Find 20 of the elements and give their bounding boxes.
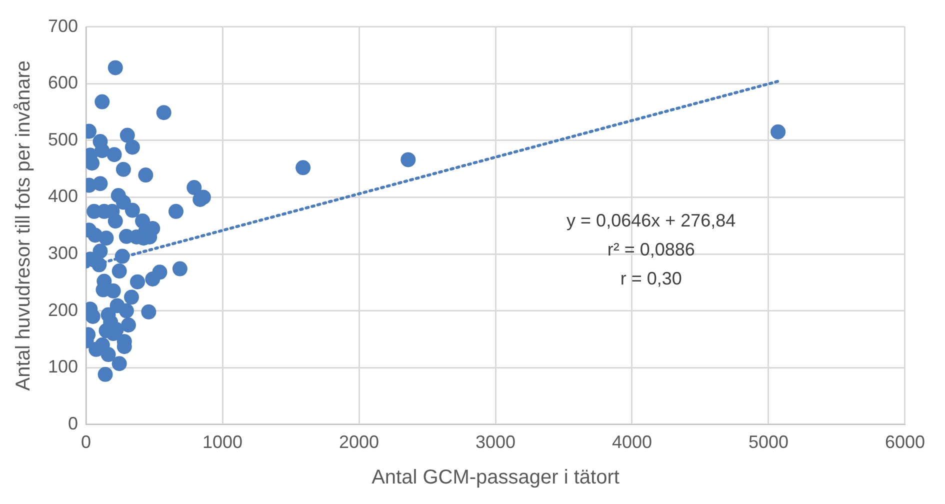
y-tick-label: 600 bbox=[48, 72, 78, 93]
y-tick-label: 100 bbox=[48, 356, 78, 377]
y-tick-label: 300 bbox=[48, 242, 78, 263]
x-tick-label: 0 bbox=[81, 432, 92, 452]
y-tick-label: 200 bbox=[48, 300, 78, 320]
annotation: r = 0,30 bbox=[620, 268, 682, 289]
x-tick-label: 5000 bbox=[748, 432, 789, 452]
x-tick-label: 3000 bbox=[475, 432, 516, 452]
y-tick-label: 700 bbox=[48, 16, 78, 36]
x-tick-label: 2000 bbox=[338, 432, 380, 452]
y-tick-label: 500 bbox=[48, 129, 78, 150]
x-tick-label: 4000 bbox=[612, 432, 652, 452]
y-axis-title: Antal huvudresor till fots per invånare bbox=[12, 60, 35, 391]
y-tick-label: 0 bbox=[68, 413, 78, 434]
annotation: y = 0,0646x + 276,84 bbox=[566, 210, 736, 231]
y-tick-label: 400 bbox=[48, 186, 78, 206]
x-tick-label: 1000 bbox=[202, 432, 243, 452]
x-tick-label: 6000 bbox=[884, 432, 925, 452]
x-axis-title: Antal GCM-passager i tätort bbox=[372, 466, 620, 489]
annotation: r² = 0,0886 bbox=[607, 240, 695, 260]
